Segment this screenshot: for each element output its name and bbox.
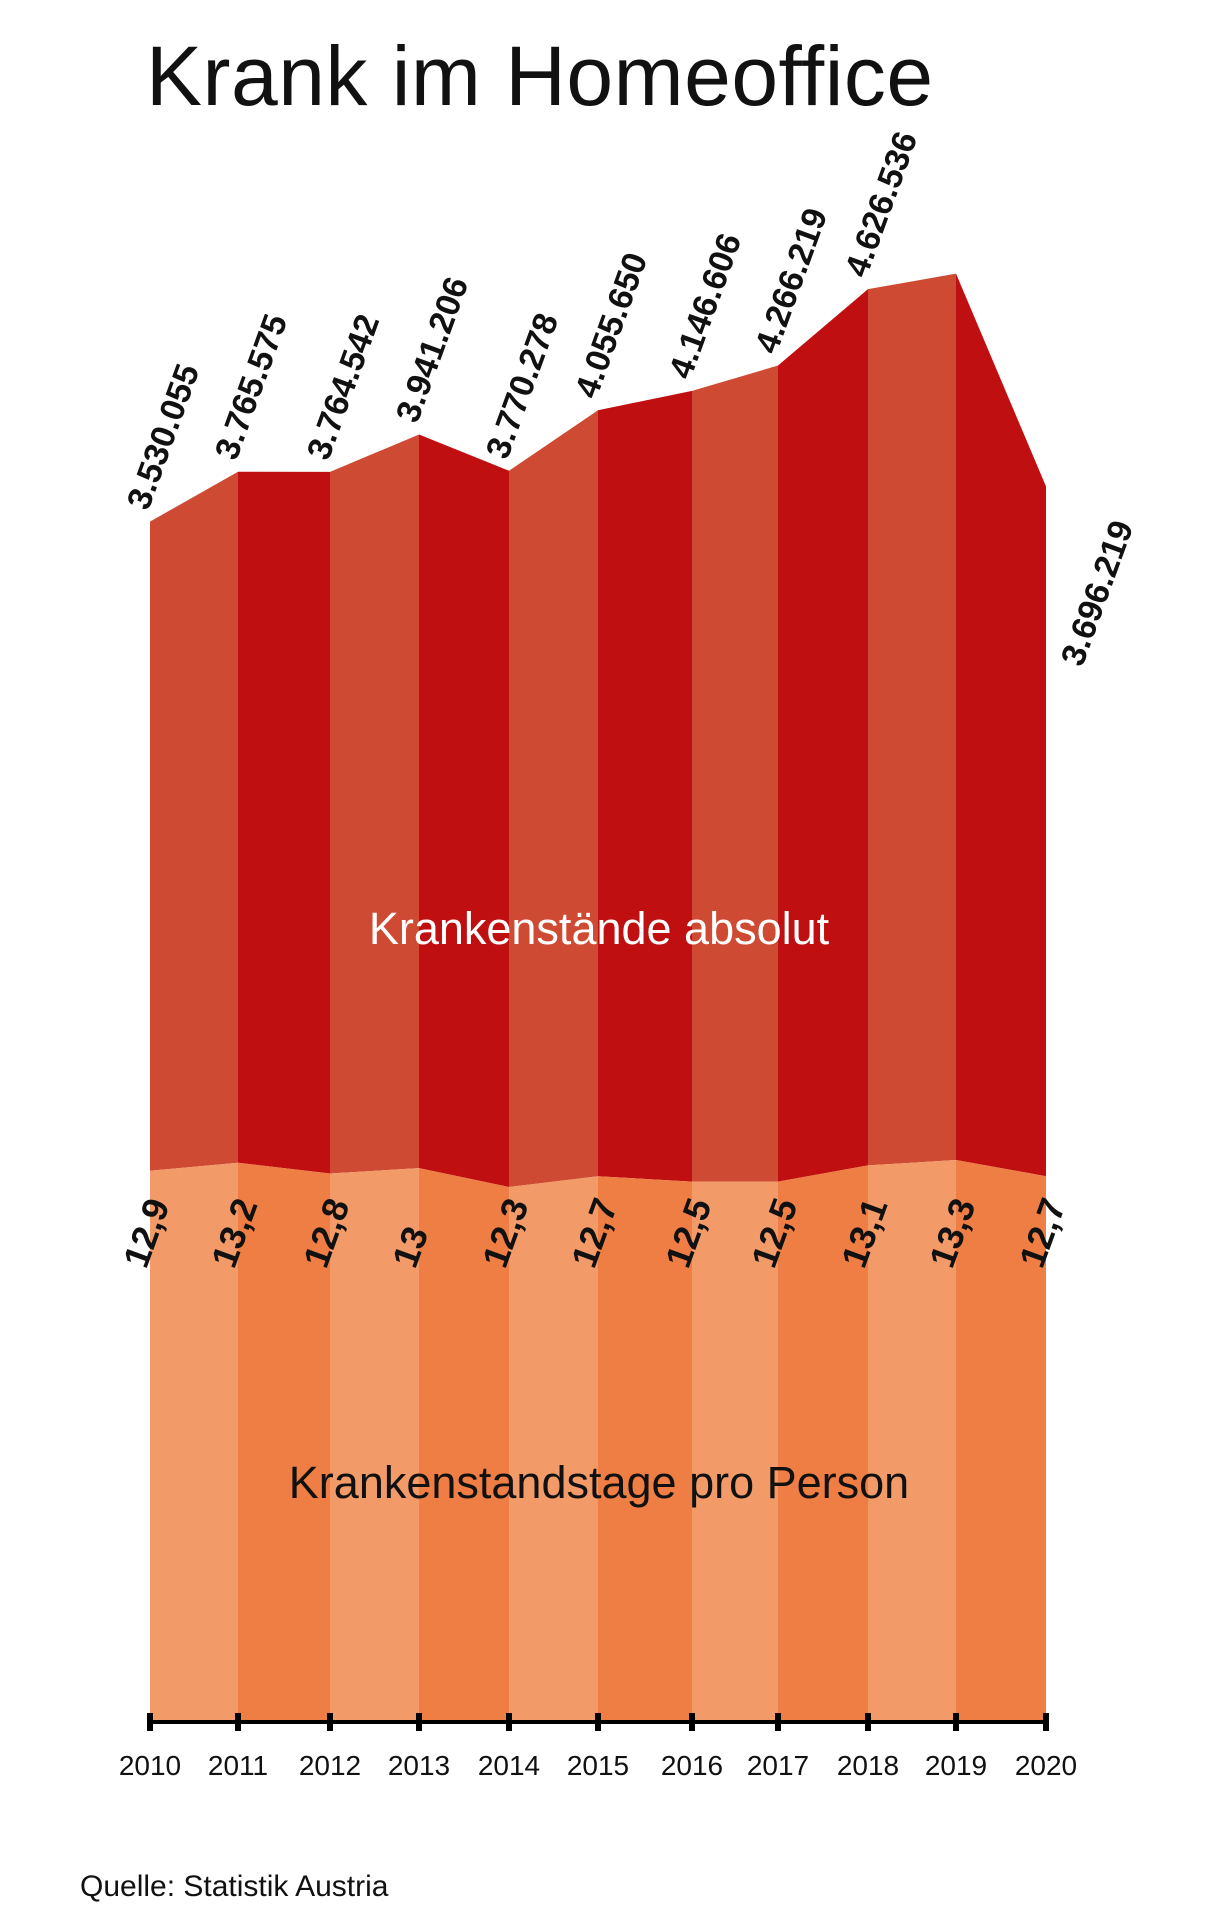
value-label-absolute-2013: 3.941.206 bbox=[389, 272, 476, 427]
x-tick-label-2011: 2011 bbox=[208, 1750, 268, 1781]
source-note: Quelle: Statistik Austria bbox=[80, 1870, 389, 1903]
band-absolute-2012 bbox=[330, 434, 419, 1174]
band-per-person-2018 bbox=[868, 1160, 956, 1722]
x-tick-label-2020: 2020 bbox=[1015, 1750, 1077, 1781]
band-per-person-2019 bbox=[956, 1160, 1046, 1722]
band-absolute-2016 bbox=[692, 365, 778, 1182]
band-absolute-2017 bbox=[778, 289, 868, 1182]
band-per-person-2015 bbox=[598, 1176, 692, 1722]
band-per-person-2014 bbox=[509, 1176, 598, 1722]
band-absolute-2019 bbox=[956, 273, 1046, 1177]
x-tick-label-2019: 2019 bbox=[925, 1750, 987, 1781]
x-tick-label-2016: 2016 bbox=[661, 1750, 723, 1781]
area-bands bbox=[150, 273, 1046, 1722]
chart-area: 2010 2011 2012 2013 2014 2015 2016 2017 2018 2019… bbox=[115, 127, 1141, 1781]
value-label-absolute-2012: 3.764.542 bbox=[300, 310, 387, 465]
band-per-person-2012 bbox=[330, 1168, 419, 1722]
series-label-absolute: Krankenstände absolut bbox=[369, 903, 830, 954]
band-absolute-2014 bbox=[509, 410, 598, 1187]
value-label-absolute-2015: 4.055.650 bbox=[568, 248, 655, 403]
band-absolute-2018 bbox=[868, 273, 956, 1166]
value-label-absolute-2011: 3.765.575 bbox=[208, 309, 295, 464]
band-absolute-2015 bbox=[598, 390, 692, 1182]
value-label-absolute-2016: 4.146.606 bbox=[662, 229, 749, 384]
value-label-absolute-2020: 3.696.219 bbox=[1054, 516, 1141, 671]
x-tick-label-2010: 2010 bbox=[119, 1750, 181, 1781]
series-label-per-person: Krankenstandstage pro Person bbox=[289, 1457, 909, 1508]
x-tick-label-2014: 2014 bbox=[478, 1750, 540, 1781]
x-axis: 2010 2011 2012 2013 2014 2015 2016 2017 2018 2019… bbox=[119, 1713, 1077, 1781]
band-per-person-2013 bbox=[419, 1168, 509, 1722]
x-tick-label-2012: 2012 bbox=[299, 1750, 361, 1781]
x-tick-label-2013: 2013 bbox=[388, 1750, 450, 1781]
x-tick-label-2015: 2015 bbox=[567, 1750, 629, 1781]
x-tick-label-2017: 2017 bbox=[747, 1750, 809, 1781]
band-absolute-2013 bbox=[419, 434, 509, 1187]
x-tick-label-2018: 2018 bbox=[837, 1750, 899, 1781]
value-label-absolute-2014: 3.770.278 bbox=[479, 308, 566, 463]
chart-title: Krank im Homeoffice bbox=[146, 29, 934, 123]
value-label-absolute-2010: 3.530.055 bbox=[120, 359, 207, 514]
band-per-person-2010 bbox=[150, 1162, 238, 1722]
band-absolute-2010 bbox=[150, 471, 238, 1171]
value-label-absolute-2018: 4.626.536 bbox=[838, 127, 925, 282]
band-absolute-2011 bbox=[238, 471, 330, 1174]
band-per-person-2011 bbox=[238, 1162, 330, 1722]
band-per-person-2017 bbox=[778, 1165, 868, 1722]
band-per-person-2016 bbox=[692, 1181, 778, 1722]
